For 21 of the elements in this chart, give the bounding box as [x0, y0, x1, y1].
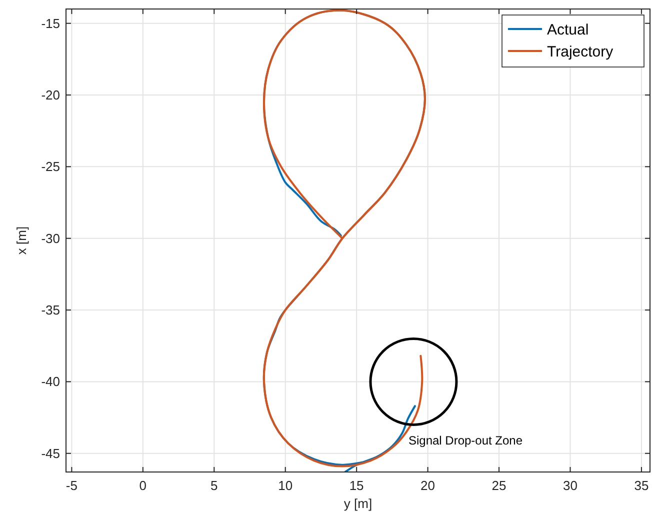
x-tick-label: 20: [420, 478, 436, 493]
x-tick-label: 0: [139, 478, 147, 493]
y-tick-label: -30: [41, 230, 60, 246]
y-tick-label: -20: [41, 88, 60, 103]
x-tick-label: 5: [210, 478, 218, 493]
y-tick-label: -40: [41, 374, 60, 390]
y-tick-label: -45: [41, 446, 60, 461]
y-tick-label: -25: [41, 159, 60, 174]
annotation: Signal Drop-out Zone: [408, 434, 523, 448]
y-tick-label: -35: [41, 302, 60, 318]
legend-label: Trajectory: [547, 43, 614, 60]
x-tick-label: 35: [634, 478, 649, 493]
x-tick-label: 30: [563, 478, 578, 493]
x-tick-label: 15: [349, 478, 364, 493]
x-axis-title: y [m]: [344, 496, 372, 511]
x-tick-label: -5: [66, 478, 78, 493]
x-tick-label: 25: [492, 478, 506, 493]
y-tick-label: -15: [41, 16, 60, 31]
x-tick-label: 10: [278, 478, 293, 493]
legend-label: Actual: [547, 21, 589, 38]
y-axis-title: x [m]: [14, 226, 29, 255]
